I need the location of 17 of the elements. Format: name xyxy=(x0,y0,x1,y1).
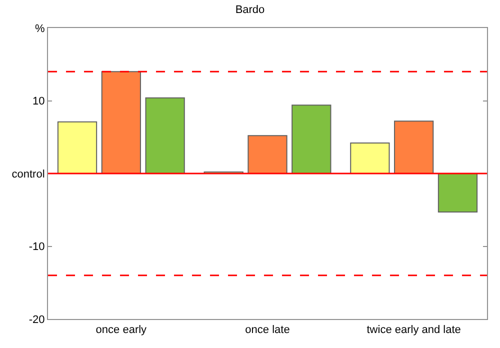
x-tick-label: twice early and late xyxy=(366,324,461,336)
bar xyxy=(350,142,390,174)
y-tick-label: -20 xyxy=(28,314,45,326)
bar xyxy=(145,97,185,174)
y-tick-label: -10 xyxy=(28,241,45,254)
bar xyxy=(101,71,141,174)
x-tick-label: once late xyxy=(245,324,290,336)
x-tick-label: once early xyxy=(96,324,148,336)
y-tick-label: % xyxy=(35,22,46,35)
bar xyxy=(57,121,98,174)
bar xyxy=(394,120,434,174)
y-tick-label: 10 xyxy=(32,96,45,108)
y-tick-label: control xyxy=(12,168,45,180)
chart-title: Bardo xyxy=(235,4,265,16)
bar xyxy=(248,135,288,174)
bar xyxy=(438,173,478,213)
bar xyxy=(292,104,332,174)
